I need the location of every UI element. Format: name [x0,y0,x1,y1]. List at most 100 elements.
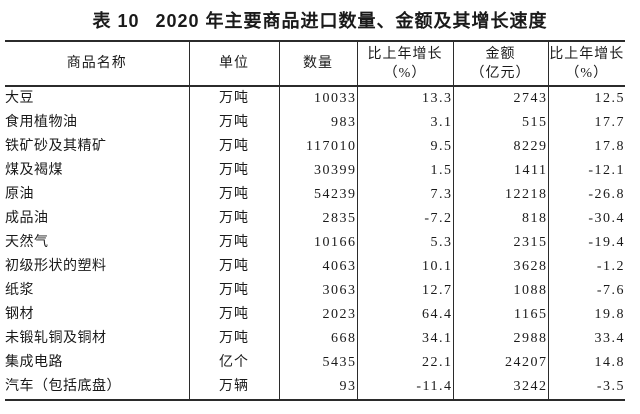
table-row: 大豆 万吨 10033 13.3 2743 12.5 [5,86,625,111]
table-header: 商品名称 单位 数量 比上年增长 （%） 金额 （亿元） 比上年增长 （%） [5,40,625,87]
cell-amount: 3242 [452,375,548,401]
cell-quantity: 10033 [278,86,357,111]
cell-name: 原油 [5,187,34,202]
cell-amount: 2315 [452,231,548,255]
table-row: 煤及褐煤 万吨 30399 1.5 1411 -12.1 [5,159,625,183]
table-row: 集成电路 亿个 5435 22.1 24207 14.8 [5,351,625,375]
cell-unit: 亿个 [188,351,279,375]
cell-unit: 万吨 [188,279,279,303]
cell-amount-growth: -12.1 [547,159,625,183]
header-label: 金额 [485,46,516,62]
cell-amount: 3628 [452,255,548,279]
cell-quantity-growth: 5.3 [356,231,453,255]
cell-amount: 12218 [452,183,548,207]
cell-quantity-growth: 1.5 [356,159,453,183]
cell-amount-growth: 17.7 [547,111,625,135]
cell-quantity: 117010 [278,135,357,159]
cell-amount: 24207 [452,351,548,375]
table-row: 天然气 万吨 10166 5.3 2315 -19.4 [5,231,625,255]
cell-quantity-growth: 13.3 [356,86,453,111]
header-label: 商品名称 [66,56,127,71]
cell-quantity-growth: 7.3 [356,183,453,207]
cell-quantity-growth: 12.7 [356,279,453,303]
header-amount: 金额 （亿元） [452,40,548,87]
cell-amount: 818 [452,207,548,231]
cell-amount-growth: 14.8 [547,351,625,375]
header-quantity: 数量 [278,40,357,87]
cell-quantity-growth: 10.1 [356,255,453,279]
table-number: 表 10 [92,11,140,31]
cell-name: 大豆 [5,91,34,106]
cell-amount: 1165 [452,303,548,327]
header-label: 比上年增长 [549,46,625,62]
table-title-text: 2020 年主要商品进口数量、金额及其增长速度 [155,11,548,31]
cell-name: 食用植物油 [5,115,78,130]
table-row: 原油 万吨 54239 7.3 12218 -26.8 [5,183,625,207]
cell-quantity: 10166 [278,231,357,255]
cell-name: 初级形状的塑料 [5,259,107,274]
cell-amount: 8229 [452,135,548,159]
cell-quantity: 3063 [278,279,357,303]
header-sublabel: （%） [383,65,427,81]
cell-name: 汽车（包括底盘） [5,375,189,401]
header-label: 单位 [219,56,249,71]
cell-amount-growth: 33.4 [547,327,625,351]
table-body: 大豆 万吨 10033 13.3 2743 12.5 食用植物油 万吨 983 … [5,86,625,401]
import-commodities-table: 商品名称 单位 数量 比上年增长 （%） 金额 （亿元） 比上年增长 （%） [5,40,625,401]
cell-quantity-growth: 34.1 [356,327,453,351]
cell-amount-growth: -1.2 [547,255,625,279]
cell-quantity: 54239 [278,183,357,207]
cell-amount-growth: -19.4 [547,231,625,255]
cell-amount: 1411 [452,159,548,183]
cell-unit: 万吨 [188,159,279,183]
cell-amount-growth: -7.6 [547,279,625,303]
table-row: 钢材 万吨 2023 64.4 1165 19.8 [5,303,625,327]
cell-name: 天然气 [5,235,49,250]
cell-unit: 万吨 [188,86,279,111]
table-row: 成品油 万吨 2835 -7.2 818 -30.4 [5,207,625,231]
cell-quantity: 2023 [278,303,357,327]
cell-name: 成品油 [5,211,49,226]
cell-quantity: 2835 [278,207,357,231]
cell-unit: 万吨 [188,303,279,327]
table-title: 表 10 2020 年主要商品进口数量、金额及其增长速度 [0,7,640,33]
cell-amount-growth: 12.5 [547,86,625,111]
table-row: 未锻轧铜及铜材 万吨 668 34.1 2988 33.4 [5,327,625,351]
cell-unit: 万吨 [188,207,279,231]
cell-quantity: 4063 [278,255,357,279]
cell-quantity-growth: 22.1 [356,351,453,375]
cell-amount-growth: 19.8 [547,303,625,327]
cell-unit: 万吨 [188,183,279,207]
cell-quantity-growth: 64.4 [356,303,453,327]
cell-quantity: 5435 [278,351,357,375]
cell-unit: 万辆 [188,375,279,401]
header-label: 数量 [303,56,333,71]
header-row: 商品名称 单位 数量 比上年增长 （%） 金额 （亿元） 比上年增长 （%） [5,40,625,87]
header-sublabel: （%） [565,65,609,81]
cell-unit: 万吨 [188,135,279,159]
header-amount-growth: 比上年增长 （%） [547,40,625,87]
table-row: 汽车（包括底盘） 万辆 93 -11.4 3242 -3.5 [5,375,625,401]
cell-name: 集成电路 [5,355,63,370]
table-row: 铁矿砂及其精矿 万吨 117010 9.5 8229 17.8 [5,135,625,159]
cell-unit: 万吨 [188,327,279,351]
table-row: 食用植物油 万吨 983 3.1 515 17.7 [5,111,625,135]
cell-unit: 万吨 [188,231,279,255]
cell-quantity-growth: -11.4 [356,375,453,401]
cell-quantity: 668 [278,327,357,351]
cell-quantity: 983 [278,111,357,135]
cell-amount-growth: -26.8 [547,183,625,207]
cell-amount-growth: -30.4 [547,207,625,231]
table-row: 初级形状的塑料 万吨 4063 10.1 3628 -1.2 [5,255,625,279]
cell-amount-growth: 17.8 [547,135,625,159]
cell-amount: 2988 [452,327,548,351]
cell-name: 未锻轧铜及铜材 [5,331,107,346]
cell-amount: 515 [452,111,548,135]
cell-quantity: 30399 [278,159,357,183]
cell-quantity-growth: -7.2 [356,207,453,231]
cell-name: 煤及褐煤 [5,163,63,178]
table-row: 纸浆 万吨 3063 12.7 1088 -7.6 [5,279,625,303]
cell-unit: 万吨 [188,111,279,135]
cell-amount: 2743 [452,86,548,111]
